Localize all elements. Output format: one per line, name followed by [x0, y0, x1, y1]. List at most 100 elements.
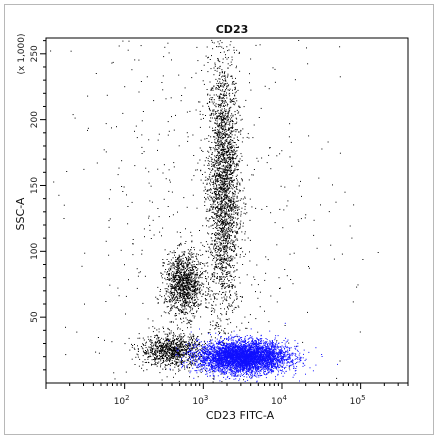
event-point — [166, 349, 168, 351]
event-point — [223, 332, 225, 334]
event-point — [226, 174, 227, 175]
event-point — [209, 81, 211, 83]
event-point — [184, 305, 186, 307]
event-point — [218, 279, 220, 281]
event-point — [178, 289, 179, 291]
event-point — [195, 273, 197, 275]
event-point — [203, 344, 205, 346]
event-point — [167, 295, 169, 297]
event-point — [171, 353, 173, 355]
event-point — [180, 275, 182, 277]
event-point — [163, 328, 164, 329]
event-point — [209, 184, 211, 186]
event-point — [146, 76, 148, 78]
event-point — [179, 260, 181, 262]
event-point — [207, 243, 209, 245]
event-point — [178, 254, 180, 256]
event-point — [224, 198, 226, 200]
event-point — [223, 175, 225, 177]
event-point — [173, 376, 174, 378]
event-point — [228, 228, 230, 230]
event-point — [215, 265, 217, 267]
event-point — [186, 293, 188, 295]
event-point — [176, 281, 178, 283]
event-point — [171, 252, 173, 254]
event-point — [190, 338, 192, 339]
event-point — [203, 340, 205, 342]
event-point — [191, 320, 193, 322]
event-point — [222, 292, 223, 294]
event-point — [225, 174, 227, 176]
event-point — [229, 153, 230, 155]
event-point — [233, 225, 234, 227]
event-point — [218, 164, 220, 166]
event-point — [154, 351, 156, 352]
event-point — [236, 129, 238, 131]
event-point — [143, 339, 145, 341]
event-point — [175, 284, 177, 286]
event-point — [224, 101, 226, 103]
event-point — [173, 349, 175, 351]
event-point — [224, 333, 226, 335]
event-point — [183, 280, 185, 281]
event-point — [224, 287, 226, 289]
event-point — [236, 169, 238, 171]
event-point — [292, 283, 294, 285]
event-point — [216, 167, 218, 169]
event-point — [224, 134, 226, 136]
event-point — [183, 320, 185, 322]
event-point — [180, 354, 182, 356]
event-point — [215, 322, 217, 324]
event-point — [178, 344, 180, 345]
event-point — [224, 248, 226, 250]
event-point — [187, 265, 189, 267]
event-point — [185, 301, 186, 303]
event-point — [222, 192, 224, 194]
event-point — [267, 259, 269, 261]
event-point — [179, 259, 181, 261]
event-point — [236, 269, 238, 271]
event-point — [181, 279, 183, 281]
event-point — [195, 282, 197, 284]
event-point — [213, 272, 215, 274]
event-point — [208, 282, 209, 284]
event-point — [221, 103, 223, 104]
event-point — [170, 285, 172, 287]
event-point — [191, 281, 192, 283]
event-point — [237, 160, 239, 162]
event-point — [205, 217, 207, 219]
event-point — [180, 295, 182, 297]
event-point — [192, 290, 194, 292]
event-point — [162, 362, 163, 364]
event-point — [211, 165, 213, 167]
event-point — [189, 267, 191, 268]
event-point — [189, 356, 191, 358]
event-point — [172, 297, 174, 299]
event-point — [195, 290, 197, 292]
event-point — [214, 65, 216, 67]
event-point — [214, 130, 216, 131]
event-point — [194, 344, 196, 346]
event-point — [184, 268, 186, 269]
event-point — [227, 259, 229, 261]
event-point — [241, 296, 243, 298]
event-point — [182, 350, 184, 352]
event-point — [219, 200, 221, 202]
event-point — [229, 173, 231, 175]
event-point — [169, 329, 170, 331]
event-point — [219, 191, 220, 192]
event-point — [233, 207, 235, 209]
event-point — [169, 262, 171, 264]
event-point — [186, 276, 188, 278]
event-point — [221, 215, 223, 217]
event-point — [169, 353, 170, 355]
event-point — [233, 137, 235, 139]
event-point — [173, 285, 175, 287]
event-point — [221, 116, 223, 118]
event-point — [235, 207, 237, 209]
event-point — [193, 364, 195, 366]
event-point — [216, 224, 218, 226]
event-point — [236, 253, 238, 255]
event-point — [220, 263, 221, 265]
event-point — [213, 42, 215, 44]
